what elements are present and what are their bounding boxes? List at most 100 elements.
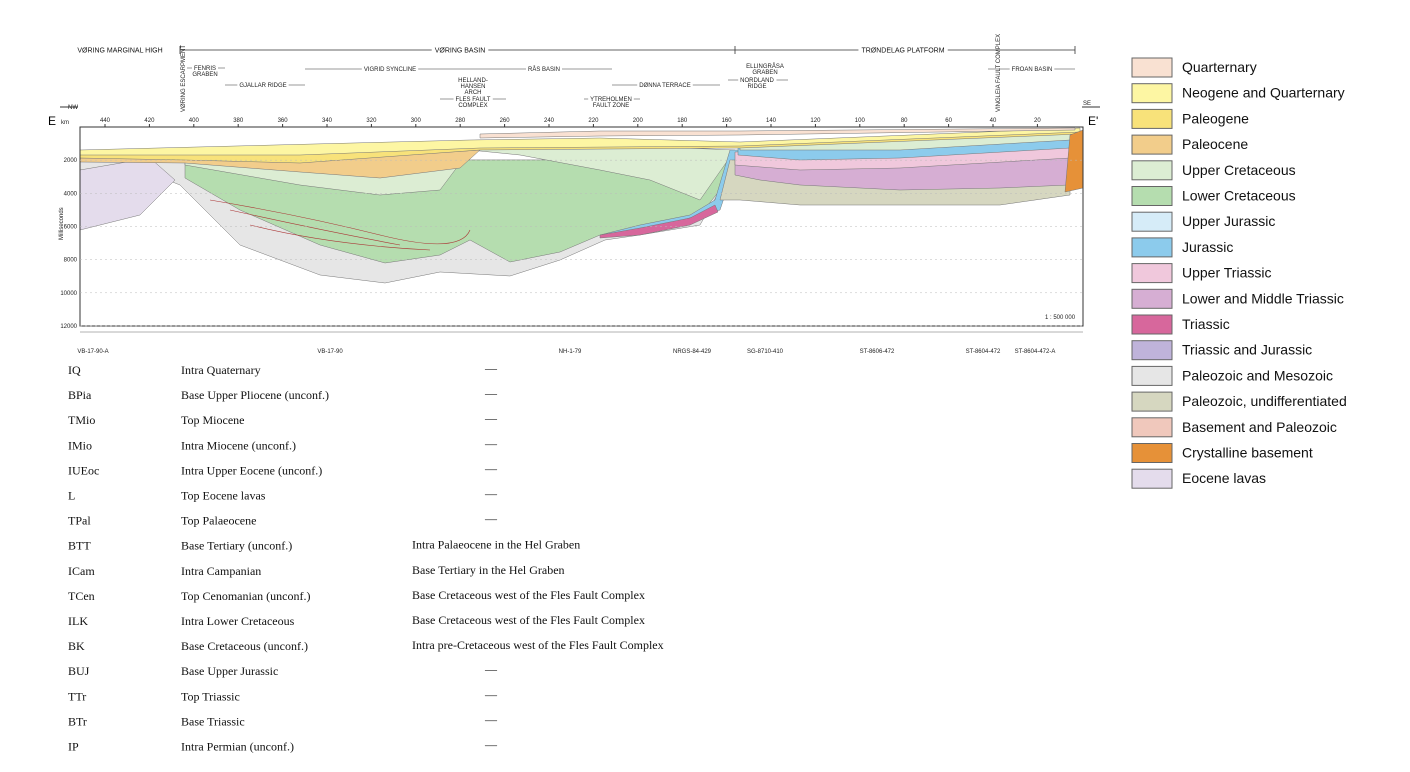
structure-label: DØNNA TERRACE	[639, 83, 691, 89]
legend-swatch	[1131, 186, 1173, 206]
legend-swatch	[1131, 417, 1173, 438]
legend-swatch	[1131, 340, 1173, 361]
legend-label: Triassic and Jurassic	[1182, 342, 1312, 358]
km-tick-label: 180	[677, 118, 688, 124]
legend-label: Basement and Paleozoic	[1182, 419, 1337, 435]
label-bg	[1009, 67, 1055, 73]
label-bg	[453, 97, 493, 103]
horizon-name: Intra Permian (unconf.)	[181, 740, 294, 754]
legend-label: Jurassic	[1182, 239, 1233, 255]
horizon-code: L	[68, 489, 75, 503]
seismic-line: ST-8604-472	[966, 349, 1001, 355]
province-label: TRØNDELAG PLATFORM	[861, 48, 944, 55]
seismic-line: ST-8604-472-A	[1015, 349, 1056, 355]
km-tick-label: 120	[810, 118, 821, 124]
horizon-name: Top Eocene lavas	[181, 489, 266, 503]
y-axis-label: Milliseconds	[59, 207, 65, 240]
section-start: E	[48, 114, 56, 128]
horizon-note: —	[484, 436, 498, 450]
ms-tick-label: 6000	[64, 224, 78, 230]
horizon-name: Intra Campanian	[181, 564, 261, 578]
horizon-note: —	[484, 712, 498, 726]
structure-label: FAULT ZONE	[593, 103, 629, 109]
x-axis-label: km	[61, 120, 69, 126]
horizon-code: ICam	[68, 564, 95, 578]
legend-label: Lower and Middle Triassic	[1182, 290, 1344, 306]
cross-section	[79, 127, 1084, 284]
legend-label: Upper Jurassic	[1182, 213, 1275, 229]
legend-swatch	[1131, 134, 1173, 155]
horizon-name: Base Tertiary (unconf.)	[181, 539, 292, 553]
km-tick-label: 240	[544, 118, 555, 124]
label-bg	[74, 47, 166, 55]
legend-swatch	[1131, 468, 1173, 489]
section-end: E'	[1088, 114, 1098, 128]
structure-label: YTREHOLMEN	[590, 97, 632, 103]
structure-label: HELLAND-	[458, 78, 488, 84]
km-tick-label: 380	[233, 118, 244, 124]
km-tick-label: 80	[901, 118, 908, 124]
km-tick-label: 260	[500, 118, 511, 124]
structure-label: ARCH	[464, 90, 481, 96]
seismic-line: NRGS-84-429	[673, 349, 712, 355]
km-tick-label: 100	[855, 118, 866, 124]
horizon-code: TCen	[68, 589, 95, 603]
structure-label: VIGRID SYNCLINE	[364, 67, 416, 73]
km-tick-label: 320	[366, 118, 377, 124]
horizon-code: ILK	[68, 614, 88, 628]
horizon-code: TPal	[68, 514, 91, 528]
horizon-code: TTr	[68, 689, 86, 703]
km-tick-label: 400	[189, 118, 200, 124]
horizon-name: Base Cretaceous (unconf.)	[181, 639, 308, 653]
horizon-note: Intra Palaeocene in the Hel Graben	[412, 538, 580, 552]
legend-swatch	[1131, 443, 1173, 463]
horizon-note: —	[484, 487, 498, 501]
horizon-note: Base Tertiary in the Hel Graben	[412, 563, 565, 577]
structure-label: HANSEN	[460, 84, 485, 90]
horizon-name: Top Miocene	[181, 413, 244, 427]
horizon-note: —	[484, 386, 498, 400]
km-tick-label: 280	[455, 118, 466, 124]
structure-label: GJALLAR RIDGE	[239, 83, 286, 89]
label-bg	[637, 83, 693, 89]
seismic-line: NH-1-79	[559, 349, 582, 355]
horizon-note: Base Cretaceous west of the Fles Fault C…	[412, 613, 645, 627]
km-tick-label: 200	[633, 118, 644, 124]
horizon-name: Base Upper Jurassic	[181, 664, 278, 678]
horizon-code: TMio	[68, 413, 95, 427]
label-bg	[237, 83, 289, 89]
vertical-label: VINGLEIA FAULT COMPLEX	[996, 34, 1002, 112]
label-bg	[431, 47, 489, 55]
legend-label: Paleozoic, undifferentiated	[1182, 393, 1347, 409]
label-bg	[738, 78, 777, 84]
legend-label: Paleozoic and Mesozoic	[1182, 367, 1333, 383]
ms-tick-label: 12000	[60, 324, 77, 330]
unit	[79, 157, 176, 231]
direction: NW	[68, 105, 78, 111]
km-tick-label: 300	[411, 118, 422, 124]
ms-tick-label: 2000	[64, 158, 78, 164]
legend-label: Quarternary	[1182, 59, 1257, 75]
seismic-line: VB-17-90-A	[77, 349, 108, 355]
horizon-code: BUJ	[68, 664, 90, 678]
label-bg	[525, 66, 563, 73]
legend-label: Paleogene	[1182, 110, 1249, 126]
legend-swatch	[1131, 211, 1173, 232]
label-bg	[588, 97, 634, 103]
horizon-name: Intra Quaternary	[181, 363, 261, 377]
legend-label: Eocene lavas	[1182, 470, 1266, 486]
horizon-name: Base Upper Pliocene (unconf.)	[181, 388, 329, 402]
legend-label: Neogene and Quarternary	[1182, 85, 1345, 101]
unit	[599, 204, 719, 239]
legend-label: Paleocene	[1182, 136, 1248, 152]
legend-label: Crystalline basement	[1182, 445, 1313, 461]
province-label: VØRING MARGINAL HIGH	[77, 48, 162, 55]
horizon-name: Intra Upper Eocene (unconf.)	[181, 463, 322, 477]
horizon-traces	[209, 199, 471, 251]
km-tick-label: 360	[278, 118, 289, 124]
horizon-name: Top Palaeocene	[181, 514, 256, 528]
legend-label: Upper Triassic	[1182, 265, 1271, 281]
structure-label: COMPLEX	[458, 103, 487, 109]
